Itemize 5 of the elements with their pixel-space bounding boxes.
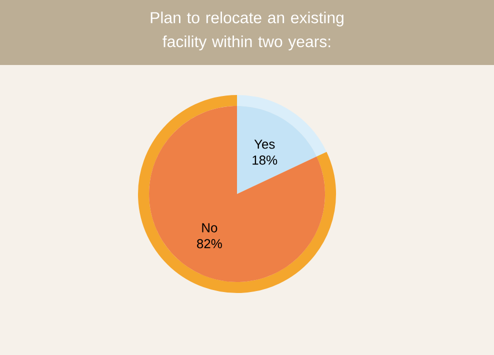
slice-label: No <box>202 223 218 232</box>
data-label: 18% <box>252 156 278 165</box>
chart-title: Plan to relocate an existing facility within two years: <box>150 12 344 50</box>
data-label: 82% <box>197 239 222 248</box>
slice-label: Yes <box>254 140 275 149</box>
